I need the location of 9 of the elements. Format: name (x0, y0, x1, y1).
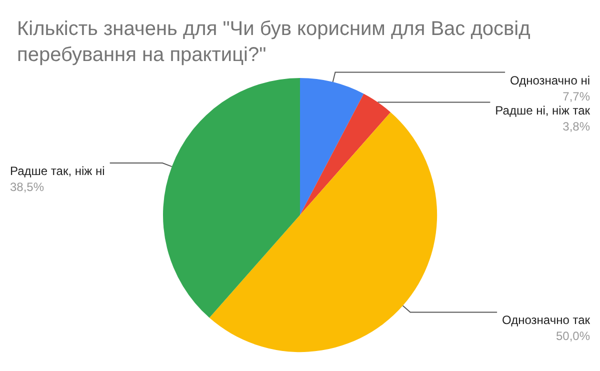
data-label: 50,0% (556, 329, 590, 344)
data-label: 38,5% (10, 180, 44, 194)
slice-label: Однозначно так (502, 313, 591, 328)
slice-label: Однозначно ні (510, 73, 590, 88)
slice-label: Радше ні, ніж так (495, 103, 591, 118)
slice-label: Радше так, ніж ні (10, 164, 105, 178)
chart-title: Кількість значень для "Чи був корисним для Вас досвід перебування на практиці?" (17, 17, 532, 68)
data-label: 7,7% (562, 89, 590, 104)
data-label: 3,8% (562, 119, 590, 134)
